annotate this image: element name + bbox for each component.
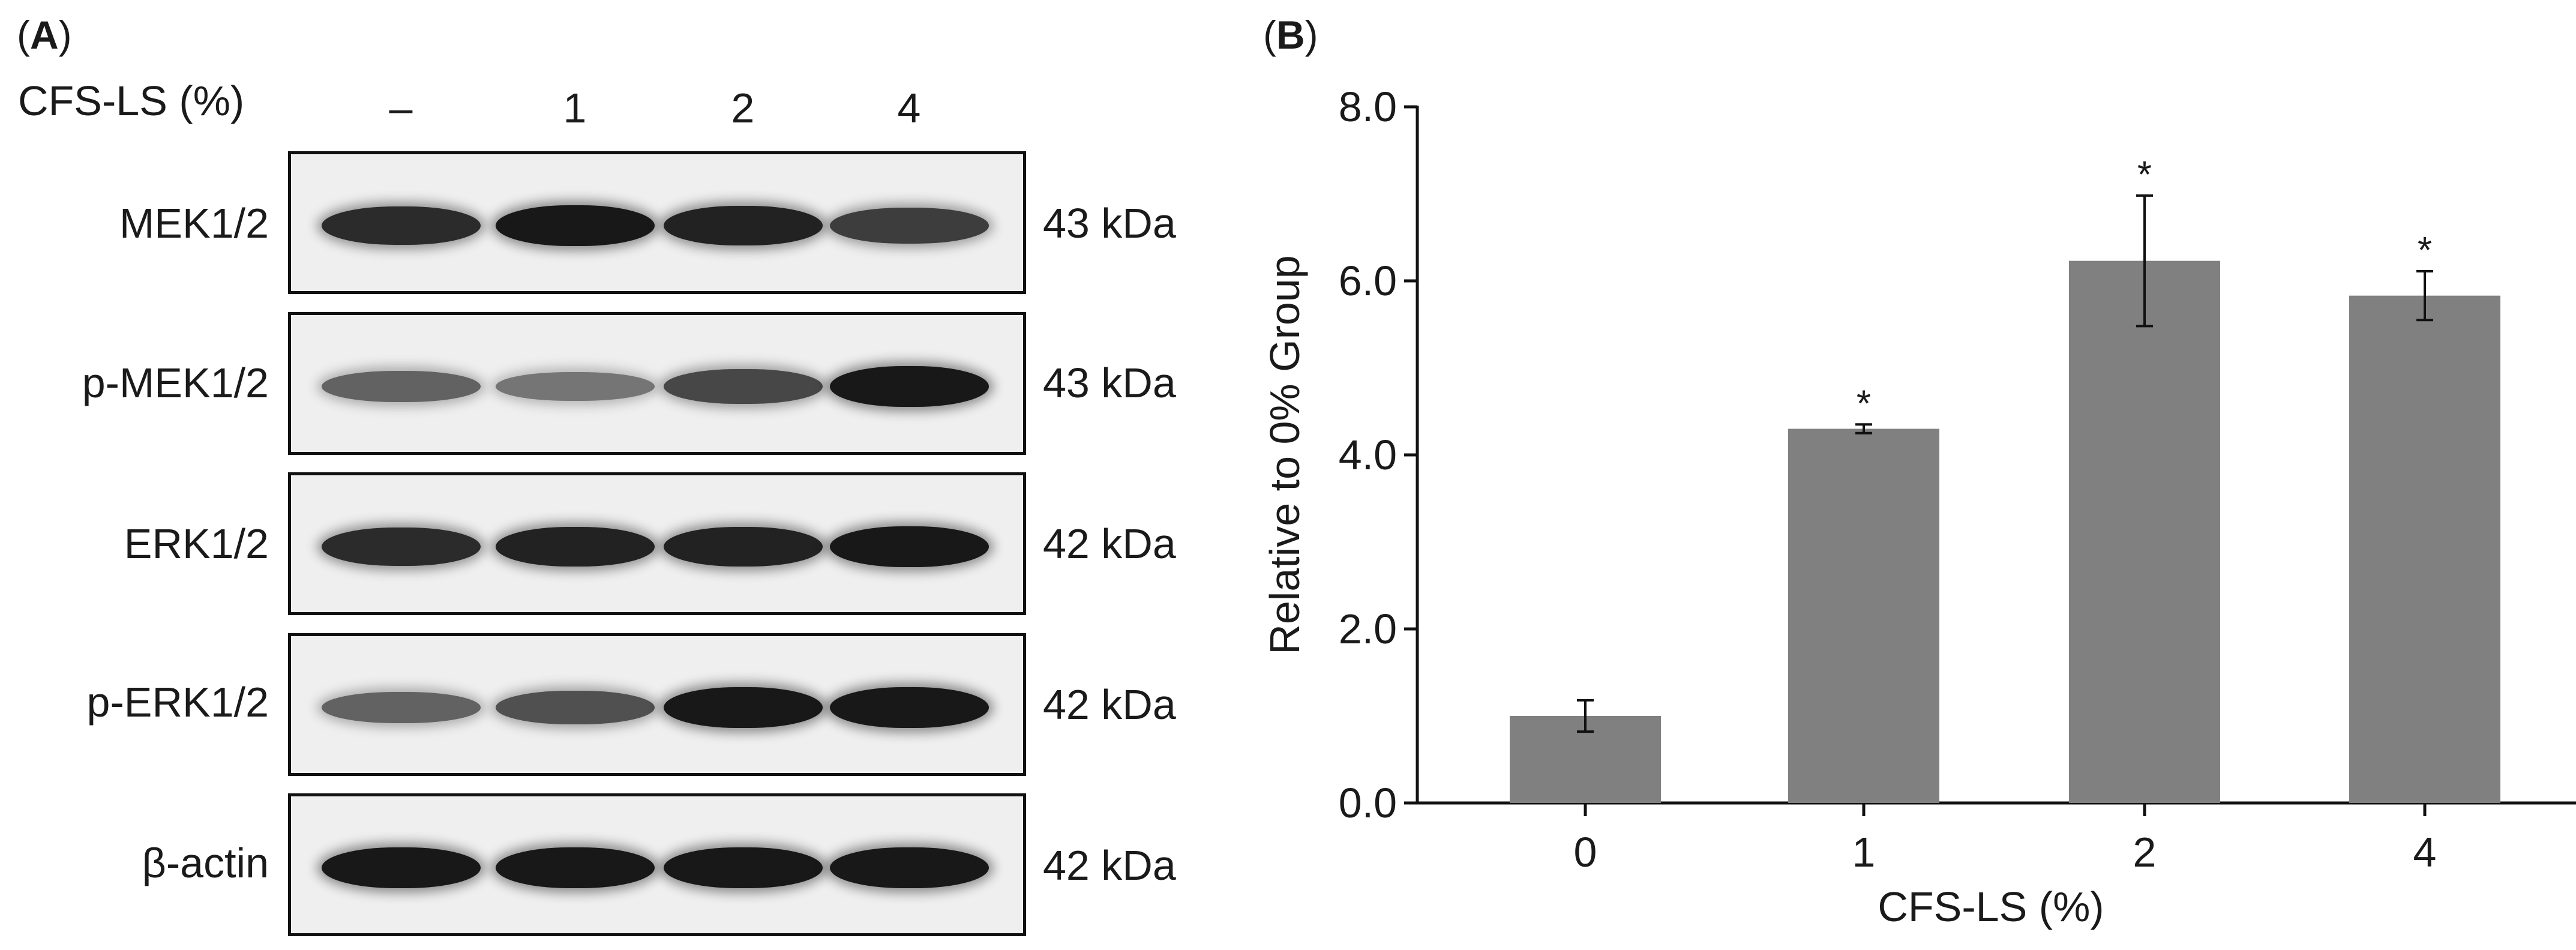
x-tick-label: 2 [2133, 829, 2157, 876]
blot-band [663, 847, 823, 888]
lane-label-0: – [389, 85, 413, 131]
blot-band [663, 527, 823, 567]
y-tick-label: 8.0 [1339, 83, 1397, 130]
blot-band [829, 847, 989, 888]
blot-row-mek [288, 151, 1026, 294]
blot-band [663, 369, 823, 404]
x-axis-title: CFS-LS (%) [1878, 883, 2104, 930]
panel-b-label: (B) [1263, 13, 1318, 57]
blot-band [495, 847, 655, 888]
blot-band [663, 206, 823, 245]
blot-band [321, 206, 481, 245]
blot-band [321, 371, 481, 402]
y-axis-title: Relative to 0% Group [1261, 255, 1308, 654]
blot-row-p-erk [288, 633, 1026, 776]
blot-band [495, 205, 655, 246]
significance-marker: * [1857, 383, 1871, 424]
kda-label-p-mek: 43 kDa [1043, 359, 1176, 406]
blot-band [829, 687, 989, 728]
kda-label-p-erk: 42 kDa [1043, 681, 1176, 728]
y-tick-label: 4.0 [1339, 431, 1397, 478]
y-tick-label: 2.0 [1339, 606, 1397, 652]
blot-band [663, 687, 823, 728]
kda-label-erk: 42 kDa [1043, 520, 1176, 567]
bar [2069, 260, 2220, 803]
protein-label-mek: MEK1/2 [119, 200, 269, 247]
x-tick-label: 0 [1574, 829, 1597, 876]
blot-row-beta-actin [288, 793, 1026, 936]
x-tick-label: 4 [2413, 829, 2437, 876]
blot-band [321, 528, 481, 566]
panel-a-label: (A) [17, 13, 72, 57]
blot-band [321, 847, 481, 888]
y-tick-label: 0.0 [1339, 780, 1397, 826]
lane-label-3: 4 [897, 85, 921, 131]
bar [1788, 428, 1939, 803]
panel-a-letter: A [29, 13, 59, 57]
blot-row-p-mek [288, 312, 1026, 455]
blot-row-erk [288, 472, 1026, 615]
treatment-label: CFS-LS (%) [18, 77, 245, 124]
protein-label-p-mek: p-MEK1/2 [82, 359, 269, 406]
kda-label-beta-actin: 42 kDa [1043, 842, 1176, 889]
blot-band [829, 526, 989, 567]
blot-band [495, 372, 655, 401]
protein-label-p-erk: p-ERK1/2 [86, 679, 269, 726]
blot-band [829, 208, 989, 244]
lane-label-1: 1 [563, 85, 587, 131]
protein-label-erk: ERK1/2 [124, 520, 269, 567]
significance-marker: * [2418, 230, 2432, 271]
blot-band [495, 691, 655, 724]
bar [2349, 295, 2500, 803]
blot-band [495, 527, 655, 567]
lane-label-2: 2 [731, 85, 755, 131]
panel-b-letter: B [1276, 13, 1305, 57]
significance-marker: * [2137, 154, 2152, 196]
x-tick-label: 1 [1852, 829, 1876, 876]
kda-label-mek: 43 kDa [1043, 200, 1176, 247]
blot-band [829, 366, 989, 407]
blot-band [321, 692, 481, 723]
y-tick-label: 6.0 [1339, 257, 1397, 304]
protein-label-beta-actin: β-actin [142, 840, 269, 886]
